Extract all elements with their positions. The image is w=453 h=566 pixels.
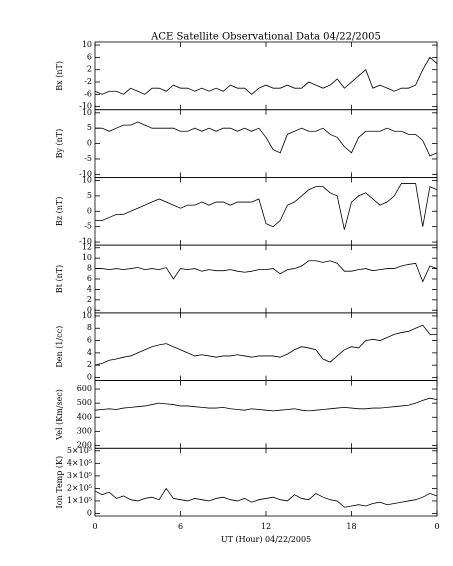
y-axis-label: Den (1/cc) xyxy=(55,326,64,368)
data-line xyxy=(95,183,438,230)
data-line xyxy=(95,260,438,283)
y-tick-label: 500 xyxy=(77,398,92,407)
y-axis-label: Ion Temp (K) xyxy=(55,456,64,509)
y-tick-label: 6 xyxy=(87,274,92,283)
y-tick-label: 4×10⁵ xyxy=(67,458,92,467)
x-tick-label: 0 xyxy=(434,522,439,531)
y-axis-label: Vel (Km/sec) xyxy=(55,389,64,441)
y-tick-label: 5×10⁵ xyxy=(67,446,92,455)
y-tick-label: 2 xyxy=(87,360,92,369)
y-tick-label: 12 xyxy=(82,243,92,252)
y-tick-label: 3×10⁵ xyxy=(67,471,92,480)
y-tick-label: 0 xyxy=(87,508,92,517)
y-tick-label: -6 xyxy=(84,89,92,98)
y-tick-label: -5 xyxy=(84,222,92,231)
y-tick-label: -10 xyxy=(79,237,92,246)
y-tick-label: 8 xyxy=(87,264,92,273)
y-tick-label: 6 xyxy=(87,336,92,345)
y-tick-label: -10 xyxy=(79,169,92,178)
y-tick-label: 4 xyxy=(87,348,92,357)
y-tick-label: 10 xyxy=(82,40,92,49)
y-tick-label: 5 xyxy=(87,191,92,200)
y-tick-label: 0 xyxy=(87,206,92,215)
y-tick-label: -10 xyxy=(79,102,92,111)
y-tick-label: -2 xyxy=(84,77,92,86)
y-tick-label: 200 xyxy=(77,440,92,449)
data-line xyxy=(94,324,437,366)
y-tick-label: 1×10⁵ xyxy=(67,496,92,505)
y-tick-label: 10 xyxy=(82,311,92,320)
data-line xyxy=(94,56,438,95)
y-axis-label: By (nT) xyxy=(55,129,64,159)
x-tick-label: 18 xyxy=(346,522,356,531)
y-tick-label: 8 xyxy=(87,323,92,332)
y-tick-label: 4 xyxy=(87,284,92,293)
y-tick-label: 5 xyxy=(87,123,92,132)
chart-title: ACE Satellite Observational Data 04/22/2… xyxy=(150,32,381,43)
y-tick-label: 2 xyxy=(87,65,92,74)
data-line xyxy=(94,397,438,412)
y-tick-label: 0 xyxy=(87,139,92,148)
y-axis-label: Bt (nT) xyxy=(55,265,64,293)
x-tick-label: 6 xyxy=(178,522,183,531)
data-line xyxy=(95,121,438,157)
y-tick-label: 2×10⁵ xyxy=(67,483,92,492)
y-tick-label: 600 xyxy=(77,384,92,393)
x-axis-label: UT (Hour) 04/22/2005 xyxy=(221,535,311,544)
y-tick-label: 10 xyxy=(82,253,92,262)
y-tick-label: 2 xyxy=(87,295,92,304)
x-tick-label: 12 xyxy=(261,522,271,531)
y-tick-label: 10 xyxy=(82,108,92,117)
y-tick-label: 10 xyxy=(82,176,92,185)
y-tick-label: 0 xyxy=(87,372,92,381)
y-tick-label: -5 xyxy=(84,154,92,163)
y-tick-label: 300 xyxy=(77,426,92,435)
y-axis-label: Bz (nT) xyxy=(55,197,64,226)
x-tick-label: 0 xyxy=(92,522,97,531)
y-tick-label: 400 xyxy=(77,412,92,421)
y-tick-label: 0 xyxy=(87,305,92,314)
data-line xyxy=(94,487,438,508)
y-tick-label: 6 xyxy=(87,52,92,61)
y-axis-label: Bx (nT) xyxy=(55,61,64,91)
